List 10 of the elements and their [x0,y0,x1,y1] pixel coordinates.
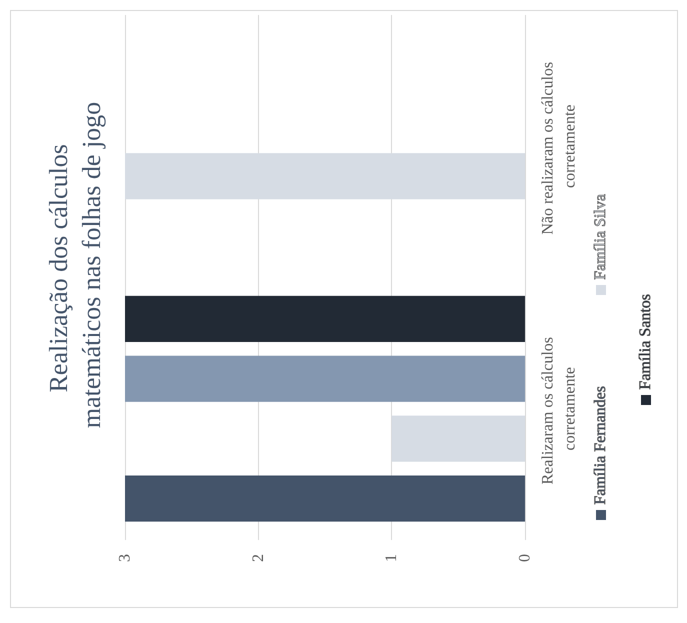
x-tick-label: 1 [383,554,400,562]
y-tick-label: Realizaram os cálculos corretamente [540,333,578,484]
text: Família Silva [592,194,610,280]
text: Família Fernandes [592,386,610,505]
text: Família Santos [637,294,655,390]
x-tick-label: 0 [516,554,534,562]
x-tick-label: 3 [116,554,134,562]
y-tick-label: Não realizaram os cálculos corretamente [540,58,578,235]
x-tick-label: 2 [250,554,267,562]
text: Realização dos cálculos matemáticos nas folhas de jogo [44,102,106,428]
